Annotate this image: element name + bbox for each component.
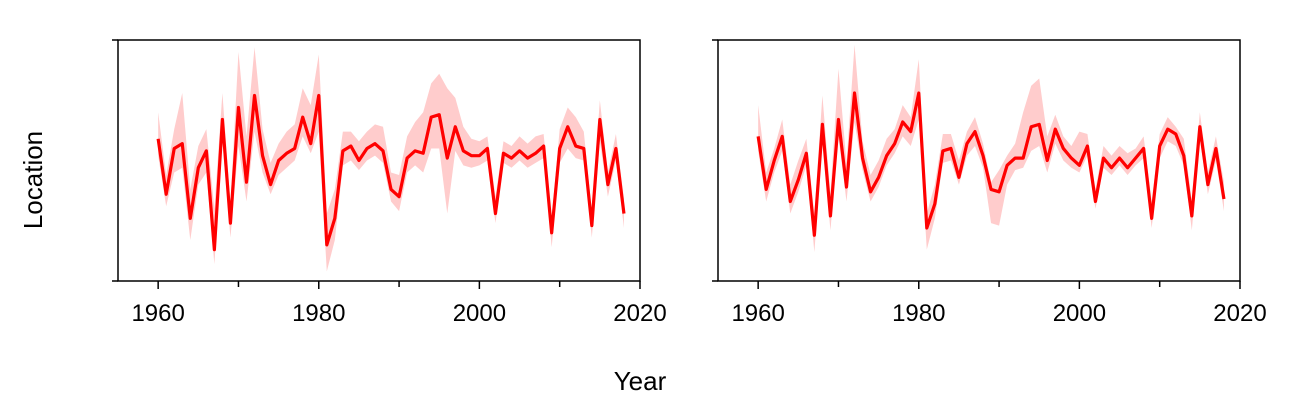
x-tick-label: 2020 (1213, 300, 1266, 327)
chart-panels: 1960 1980 2000 2020 1960 1980 2000 2020 (112, 39, 1267, 327)
series-line-2 (756, 91, 1226, 237)
confidence-band-1 (158, 47, 624, 272)
chart-panel-1: 1960 1980 2000 2020 (112, 39, 667, 327)
x-tick-label: 2020 (613, 300, 666, 327)
x-tick-label: 1980 (892, 300, 945, 327)
confidence-band-2 (758, 44, 1224, 253)
plot-frame-1 (117, 39, 641, 282)
x-tick-label: 1960 (131, 300, 184, 327)
x-tick-label: 1960 (731, 300, 784, 327)
x-axis-label: Year (614, 366, 667, 396)
chart-panel-2: 1960 1980 2000 2020 (712, 39, 1267, 327)
y-axis-label: Location (18, 131, 48, 229)
x-tick-label: 1980 (292, 300, 345, 327)
series-line-1 (156, 93, 626, 252)
plot-frame-2 (717, 39, 1241, 282)
x-tick-label: 2000 (453, 300, 506, 327)
x-tick-label: 2000 (1053, 300, 1106, 327)
